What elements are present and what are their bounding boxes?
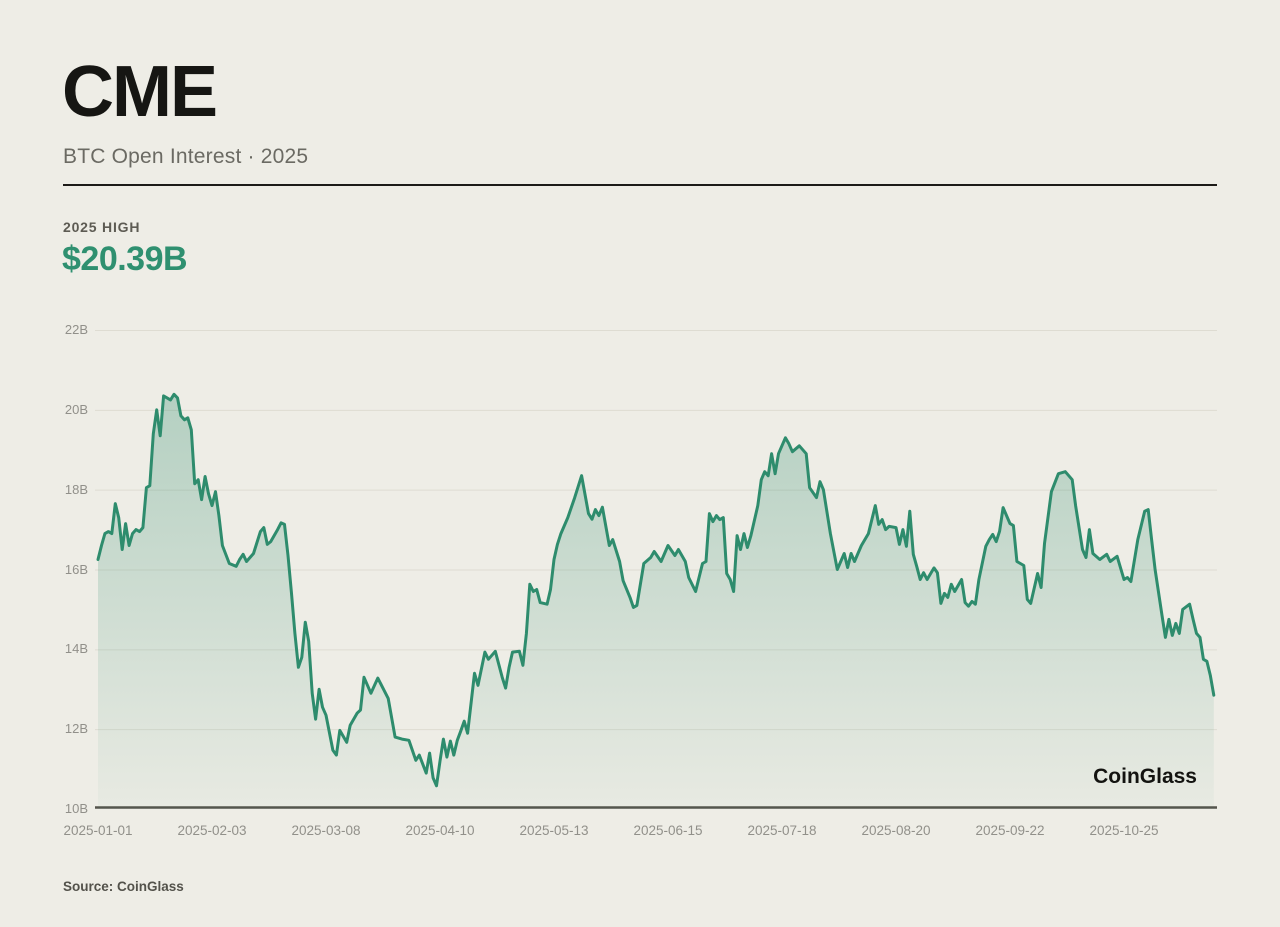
x-tick-label: 2025-03-08 [291, 823, 361, 838]
x-tick-label: 2025-09-22 [975, 823, 1045, 838]
y-tick-label: 20B [64, 401, 88, 417]
x-tick-label: 2025-04-10 [405, 823, 475, 838]
y-tick-label: 14B [64, 641, 88, 657]
page-title: CME [62, 52, 218, 132]
x-tick-label: 2025-02-03 [177, 823, 247, 838]
area-fill [98, 394, 1214, 809]
chart-subtitle: BTC Open Interest · 2025 [63, 145, 309, 168]
divider [63, 184, 1217, 186]
x-tick-label: 2025-06-15 [633, 823, 703, 838]
stat-high-value: $20.39B [62, 240, 188, 278]
y-tick-label: 22B [64, 322, 88, 337]
series-line [96, 392, 1216, 788]
x-tick-label: 2025-08-20 [861, 823, 931, 838]
x-tick-label: 2025-05-13 [519, 823, 589, 838]
coinglass-watermark: CoinGlass [1093, 765, 1197, 788]
x-tick-label: 2025-10-25 [1089, 823, 1159, 838]
stat-high-label: 2025 HIGH [63, 219, 141, 235]
x-tick-label: 2025-01-01 [63, 823, 133, 838]
y-tick-label: 16B [64, 561, 88, 577]
source-credit: Source: CoinGlass [63, 879, 184, 894]
y-tick-label: 12B [64, 721, 88, 737]
chart-area [95, 330, 1217, 809]
y-tick-label: 10B [64, 801, 88, 816]
x-tick-label: 2025-07-18 [747, 823, 817, 838]
y-tick-label: 18B [64, 481, 88, 497]
open-interest-area-chart [95, 330, 1217, 809]
